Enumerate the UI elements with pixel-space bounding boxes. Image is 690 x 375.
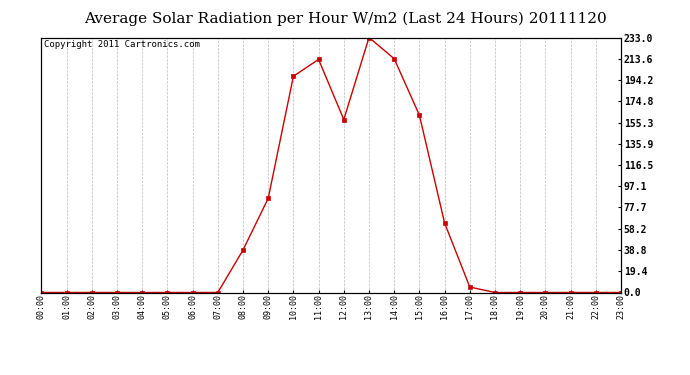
Text: Copyright 2011 Cartronics.com: Copyright 2011 Cartronics.com [44, 40, 200, 49]
Text: Average Solar Radiation per Hour W/m2 (Last 24 Hours) 20111120: Average Solar Radiation per Hour W/m2 (L… [83, 11, 607, 26]
